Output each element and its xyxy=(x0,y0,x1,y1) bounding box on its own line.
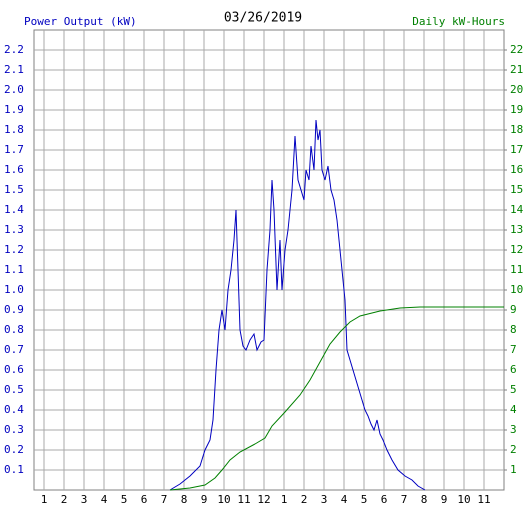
y2-tick-label: 2 xyxy=(510,443,517,456)
y-tick-label: 1.4 xyxy=(4,203,24,216)
x-tick-label: 9 xyxy=(441,493,448,506)
y-tick-label: 1.5 xyxy=(4,183,24,196)
y-axis-label: Power Output (kW) xyxy=(24,15,137,28)
y-tick-label: 0.7 xyxy=(4,343,24,356)
y-tick-label: 1.7 xyxy=(4,143,24,156)
y2-tick-label: 13 xyxy=(510,223,523,236)
x-tick-label: 7 xyxy=(401,493,408,506)
x-tick-label: 1 xyxy=(281,493,288,506)
y2-tick-label: 12 xyxy=(510,243,523,256)
x-tick-label: 9 xyxy=(201,493,208,506)
y-tick-label: 1.0 xyxy=(4,283,24,296)
x-tick-label: 4 xyxy=(341,493,348,506)
x-tick-label: 5 xyxy=(121,493,128,506)
y-tick-label: 2.2 xyxy=(4,43,24,56)
y2-tick-label: 19 xyxy=(510,103,523,116)
y2-tick-label: 21 xyxy=(510,63,523,76)
x-tick-label: 10 xyxy=(457,493,470,506)
y-tick-label: 2.0 xyxy=(4,83,24,96)
x-tick-label: 6 xyxy=(381,493,388,506)
y2-axis-label: Daily kW-Hours xyxy=(412,15,505,28)
y-tick-label: 0.2 xyxy=(4,443,24,456)
y2-tick-label: 22 xyxy=(510,43,523,56)
x-tick-label: 2 xyxy=(61,493,68,506)
y-tick-label: 0.6 xyxy=(4,363,24,376)
y2-tick-label: 20 xyxy=(510,83,523,96)
y-tick-label: 1.6 xyxy=(4,163,24,176)
y2-tick-label: 16 xyxy=(510,163,523,176)
series-line xyxy=(169,119,426,491)
x-tick-label: 8 xyxy=(181,493,188,506)
x-tick-label: 4 xyxy=(101,493,108,506)
x-tick-label: 3 xyxy=(321,493,328,506)
plot-frame xyxy=(33,29,505,491)
x-tick-label: 11 xyxy=(477,493,490,506)
x-tick-label: 1 xyxy=(41,493,48,506)
y-tick-label: 0.9 xyxy=(4,303,24,316)
y-tick-label: 0.1 xyxy=(4,463,24,476)
chart-title: 03/26/2019 xyxy=(224,11,302,26)
y-tick-label: 2.1 xyxy=(4,63,24,76)
y2-tick-label: 4 xyxy=(510,403,517,416)
y2-tick-label: 1 xyxy=(510,463,517,476)
y2-tick-label: 3 xyxy=(510,423,517,436)
y-tick-label: 0.8 xyxy=(4,323,24,336)
y-tick-label: 1.8 xyxy=(4,123,24,136)
x-tick-label: 8 xyxy=(421,493,428,506)
x-tick-label: 5 xyxy=(361,493,368,506)
y2-tick-label: 18 xyxy=(510,123,523,136)
y2-tick-label: 10 xyxy=(510,283,523,296)
y2-tick-label: 6 xyxy=(510,363,517,376)
x-tick-label: 10 xyxy=(217,493,230,506)
y-tick-label: 1.1 xyxy=(4,263,24,276)
y-tick-label: 1.2 xyxy=(4,243,24,256)
y2-tick-label: 5 xyxy=(510,383,517,396)
y-tick-label: 0.5 xyxy=(4,383,24,396)
y2-tick-label: 14 xyxy=(510,203,524,216)
y-tick-label: 1.3 xyxy=(4,223,24,236)
y2-tick-label: 17 xyxy=(510,143,523,156)
y-tick-label: 0.4 xyxy=(4,403,24,416)
x-tick-label: 11 xyxy=(237,493,250,506)
y-tick-label: 1.9 xyxy=(4,103,24,116)
series-line xyxy=(169,306,504,491)
x-tick-label: 12 xyxy=(257,493,270,506)
x-tick-label: 2 xyxy=(301,493,308,506)
y2-tick-label: 8 xyxy=(510,323,517,336)
x-tick-label: 7 xyxy=(161,493,168,506)
y2-tick-label: 11 xyxy=(510,263,523,276)
y2-tick-label: 9 xyxy=(510,303,517,316)
y2-tick-label: 15 xyxy=(510,183,523,196)
x-tick-label: 3 xyxy=(81,493,88,506)
y2-tick-label: 7 xyxy=(510,343,517,356)
x-tick-label: 6 xyxy=(141,493,148,506)
y-tick-label: 0.3 xyxy=(4,423,24,436)
